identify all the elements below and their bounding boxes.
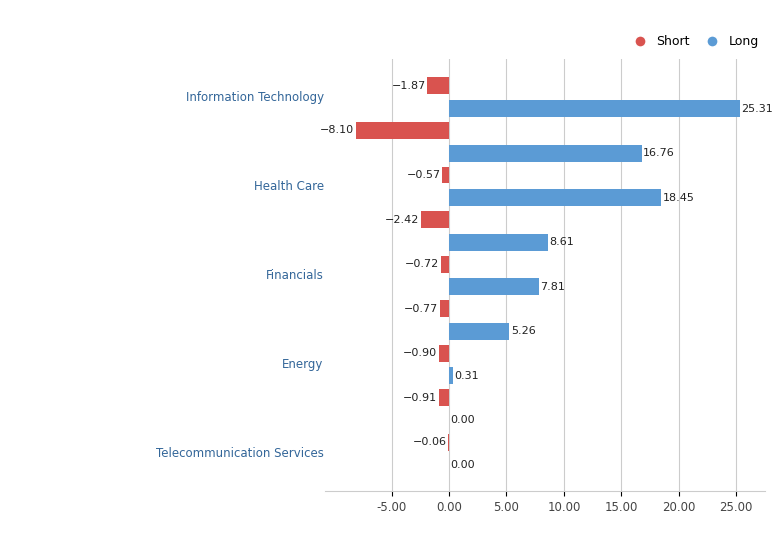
Text: 8.61: 8.61 xyxy=(550,237,574,247)
Text: 18.45: 18.45 xyxy=(663,193,695,202)
Text: Information Technology: Information Technology xyxy=(186,91,324,104)
Text: −0.06: −0.06 xyxy=(413,437,447,447)
Bar xyxy=(421,211,449,228)
Text: 0.31: 0.31 xyxy=(454,371,479,381)
Bar xyxy=(449,145,642,161)
Bar xyxy=(438,389,449,406)
Legend: Short, Long: Short, Long xyxy=(627,36,759,49)
Bar xyxy=(356,122,449,139)
Text: Financials: Financials xyxy=(266,269,324,282)
Text: −2.42: −2.42 xyxy=(385,214,420,225)
Text: 0.00: 0.00 xyxy=(451,415,475,426)
Text: −0.91: −0.91 xyxy=(402,393,437,403)
Text: −0.90: −0.90 xyxy=(402,348,437,358)
Text: −1.87: −1.87 xyxy=(392,81,426,91)
Text: −0.72: −0.72 xyxy=(405,259,439,269)
Bar xyxy=(449,100,740,117)
Bar xyxy=(441,255,449,273)
Text: −0.77: −0.77 xyxy=(404,303,438,314)
Text: 7.81: 7.81 xyxy=(541,282,566,292)
Bar xyxy=(449,367,452,384)
Text: −0.57: −0.57 xyxy=(406,170,441,180)
Bar xyxy=(449,323,509,340)
Text: Energy: Energy xyxy=(282,358,324,371)
Bar xyxy=(442,166,449,184)
Text: Health Care: Health Care xyxy=(254,180,324,193)
Text: 0.00: 0.00 xyxy=(451,460,475,470)
Text: 16.76: 16.76 xyxy=(644,148,675,158)
Bar xyxy=(449,234,548,251)
Text: 25.31: 25.31 xyxy=(742,104,773,114)
Bar xyxy=(438,345,449,362)
Text: 5.26: 5.26 xyxy=(511,326,536,336)
Bar xyxy=(427,78,449,94)
Bar xyxy=(449,190,661,206)
Bar xyxy=(440,300,449,317)
Bar xyxy=(449,278,539,295)
Text: Telecommunication Services: Telecommunication Services xyxy=(156,447,324,460)
Text: −8.10: −8.10 xyxy=(320,125,354,136)
